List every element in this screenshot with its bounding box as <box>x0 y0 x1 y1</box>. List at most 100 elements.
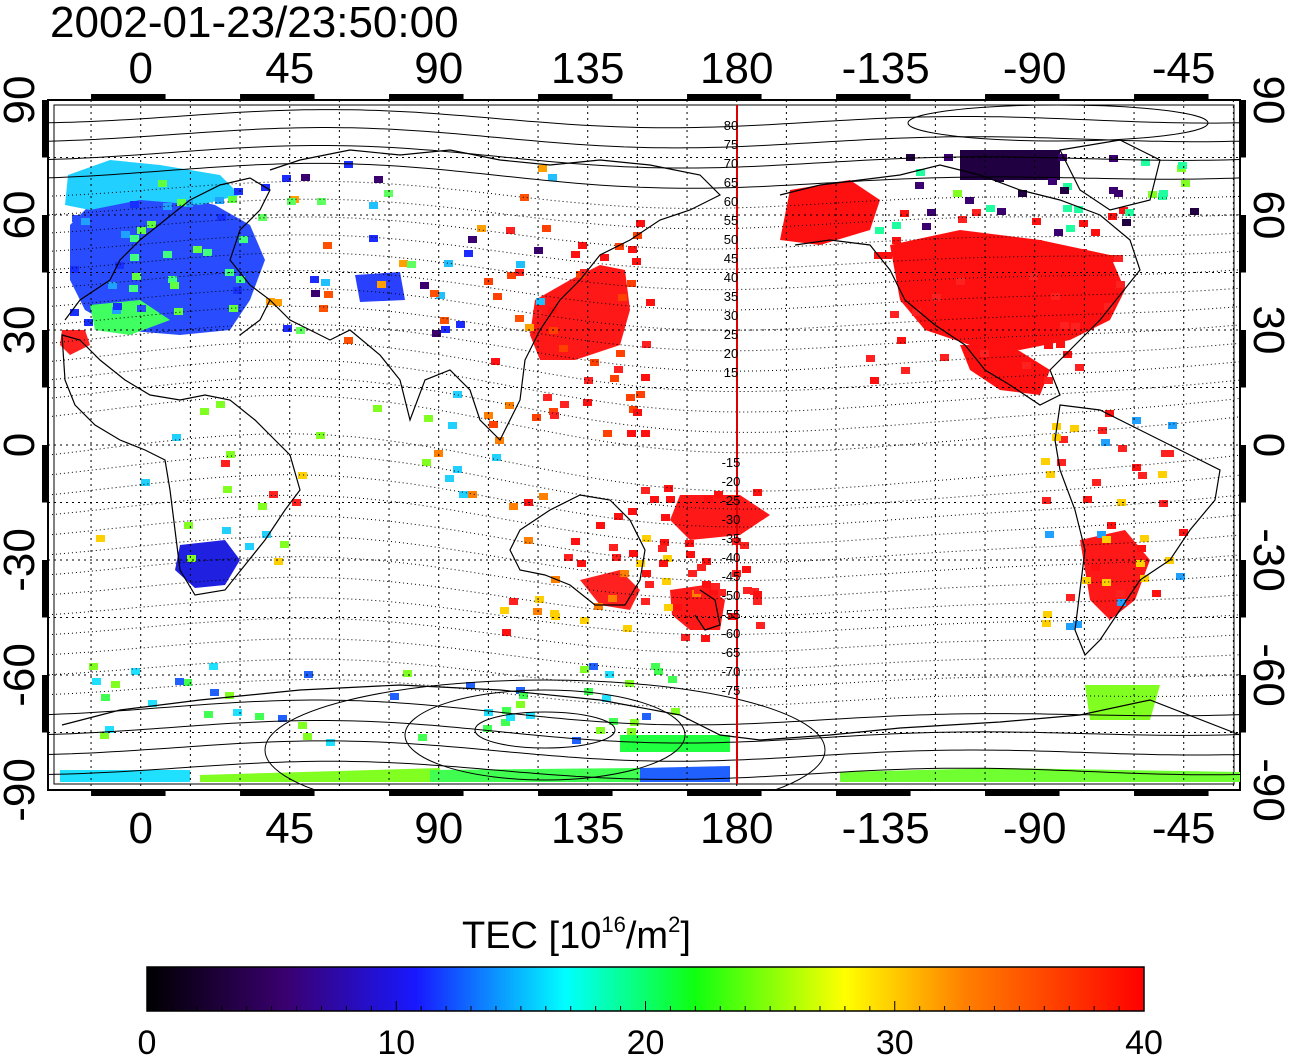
tec-cell <box>255 713 264 720</box>
tec-cell <box>663 555 672 562</box>
tec-cell <box>187 555 196 562</box>
coast-south-america <box>1054 404 1221 657</box>
tec-cell <box>645 581 654 588</box>
tec-cell <box>1042 620 1051 627</box>
bottom-lon-label: -135 <box>842 804 930 853</box>
tec-cell <box>492 454 501 461</box>
tec-cell <box>1117 499 1126 506</box>
tec-cell <box>468 491 477 498</box>
tec-cell <box>753 489 762 496</box>
tec-cell <box>1046 471 1055 478</box>
tec-cell <box>1078 249 1087 256</box>
magnetic-contour <box>48 699 1240 726</box>
tec-cell <box>641 598 650 605</box>
tec-patch-arctic <box>960 150 1060 180</box>
axis-labels: 0 45 90 135 180 -135 -90 -450 45 90 135 180 -135 -90-… <box>0 44 1292 853</box>
tec-cell <box>403 670 412 677</box>
tec-cell <box>912 244 921 251</box>
tec-cell <box>571 538 580 545</box>
tec-cell <box>596 522 605 529</box>
tec-cell <box>1108 213 1117 220</box>
tec-cell <box>1091 564 1100 571</box>
tec-cell <box>1176 573 1185 580</box>
right-lat-label: -30 <box>1244 528 1292 592</box>
tec-cell <box>506 227 515 234</box>
tec-cell <box>1059 436 1068 443</box>
tec-cell <box>493 293 502 300</box>
tec-cell <box>642 535 651 542</box>
tec-cell <box>1011 374 1020 381</box>
magnetic-contour <box>48 617 1240 654</box>
bottom-lon-label: 45 <box>265 804 314 853</box>
right-tick-bar <box>1240 675 1246 733</box>
tec-cell <box>536 298 545 305</box>
tec-cell <box>650 496 659 503</box>
left-tick-bar <box>42 445 48 503</box>
left-lat-label: 30 <box>0 306 44 355</box>
tec-cell <box>685 540 694 547</box>
tec-cell <box>216 401 225 408</box>
tec-cell <box>584 688 593 695</box>
tec-patch-europe <box>70 190 265 335</box>
tec-cell <box>995 175 1004 182</box>
north-pole-contour <box>907 104 1209 142</box>
tec-cell <box>688 570 697 577</box>
colorbar-tick-label: 20 <box>627 1024 665 1057</box>
tec-cell <box>965 197 974 204</box>
tec-cell <box>1102 536 1111 543</box>
magnetic-contour <box>48 252 1240 291</box>
tec-cell <box>1022 336 1031 343</box>
right-lat-label: -90 <box>1244 758 1292 822</box>
tec-cell <box>892 237 901 244</box>
tec-cell <box>1048 298 1057 305</box>
tec-cell <box>594 603 603 610</box>
tec-cell <box>659 560 668 567</box>
tec-cell <box>501 719 510 726</box>
contour-label: 45 <box>724 251 738 266</box>
tec-cell <box>177 199 186 206</box>
contour-label: -50 <box>722 588 741 603</box>
tec-cell <box>916 169 925 176</box>
tec-cell <box>245 543 254 550</box>
tec-patch-pacific <box>670 495 770 540</box>
colorbar-title: TEC [1016/m2] <box>462 912 691 957</box>
right-lat-label: 90 <box>1244 76 1292 125</box>
tec-cell <box>390 693 399 700</box>
tec-cell <box>701 635 710 642</box>
tec-cell <box>940 311 949 318</box>
tec-cell <box>538 165 547 172</box>
tec-cell <box>666 496 675 503</box>
magnetic-contour <box>48 494 1240 546</box>
tec-cell <box>883 252 892 259</box>
tec-cell <box>229 305 238 312</box>
tec-cell <box>524 537 533 544</box>
tec-cell <box>269 491 278 498</box>
tec-cell <box>1048 178 1057 185</box>
tec-cell <box>101 694 110 701</box>
tec-cell <box>614 366 623 373</box>
tec-cell <box>92 678 101 685</box>
tec-cell <box>130 235 139 242</box>
tec-cell <box>420 282 429 289</box>
tec-cell <box>217 214 226 221</box>
tec-cell <box>183 679 192 686</box>
tec-cell <box>1165 450 1174 457</box>
tec-cell <box>1024 302 1033 309</box>
tec-cell <box>273 299 282 306</box>
tec-cell <box>489 421 498 428</box>
tec-cell <box>965 282 974 289</box>
tec-cell <box>866 355 875 362</box>
tec-cell <box>509 598 518 605</box>
contour-label: 70 <box>724 156 738 171</box>
top-lon-label: 45 <box>265 44 314 93</box>
contour-label: 65 <box>724 175 738 190</box>
tec-cell <box>203 249 212 256</box>
contour-label: 75 <box>724 137 738 152</box>
bottom-tick-bar <box>687 790 762 796</box>
tec-cell <box>502 707 511 714</box>
tec-cell <box>922 223 931 230</box>
left-tick-bar <box>42 560 48 618</box>
tec-cell <box>900 210 909 217</box>
tec-cell <box>1109 187 1118 194</box>
